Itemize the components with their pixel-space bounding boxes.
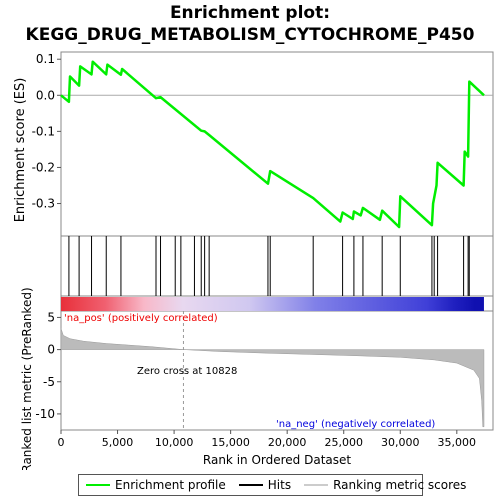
x-tick-label: 25,000 [324,436,363,449]
ranking-axis-label: Ranked list metric (PreRanked) [20,287,34,470]
x-tick-label: 5,000 [102,436,134,449]
es-tick-label: -0.1 [32,124,55,138]
es-tick-label: 0.0 [36,88,55,102]
legend-label: Ranking metric scores [333,478,467,492]
legend-item-hits: Hits [238,478,292,492]
x-axis-label: Rank in Ordered Dataset [203,453,351,467]
x-tick-label: 10,000 [155,436,194,449]
green-line-icon [86,484,110,486]
black-line-icon [238,484,263,486]
ranking-area [60,328,485,428]
gray-line-icon [304,484,329,486]
heatmap-bar [61,297,484,311]
ranking-tick-label: 0 [47,343,55,357]
es-tick-label: 0.1 [36,52,55,66]
enrichment-profile-group [60,60,485,229]
ranking-panel-frame [60,310,494,431]
hits-panel-frame [60,235,494,297]
x-tick-label: 15,000 [211,436,250,449]
neg-correlated-label: 'na_neg' (negatively correlated) [276,419,435,430]
es-tick-label: -0.3 [32,197,55,211]
x-tick-label: 35,000 [438,436,477,449]
legend-label: Enrichment profile [115,478,226,492]
hits-group [68,236,470,296]
ranking-tick-label: 5 [47,310,55,324]
ranking-axis: 5 0 -5 -10 [35,310,61,421]
pos-correlated-label: 'na_pos' (positively correlated) [64,313,218,324]
x-tick-label: 20,000 [268,436,307,449]
legend-item-enrichment: Enrichment profile [86,478,226,492]
es-tick-label: -0.2 [32,160,55,174]
legend-label: Hits [267,478,292,492]
es-axis-label: Enrichment score (ES) [13,78,28,223]
zero-cross-label: Zero cross at 10828 [137,366,237,377]
x-axis: 0 5,000 10,000 15,000 20,000 25,000 30,000 35,0… [58,430,477,449]
es-axis: 0.1 0.0 -0.1 -0.2 -0.3 [32,52,61,211]
x-tick-label: 0 [58,436,65,449]
heatmap-gradient [61,297,484,311]
enrichment-profile-line [60,60,485,229]
chart-title: Enrichment plot: [169,3,331,23]
ranking-tick-label: -5 [43,375,55,389]
chart-subtitle: KEGG_DRUG_METABOLISM_CYTOCHROME_P450 [25,25,475,45]
es-panel-frame [60,51,494,237]
ranking-tick-label: -10 [35,407,55,421]
x-tick-label: 30,000 [381,436,420,449]
legend-item-ranking: Ranking metric scores [304,478,466,492]
enrichment-chart: 0.1 0.0 -0.1 -0.2 -0.3 5 0 -5 -10 0 5,000 10,000 1… [13,51,494,470]
legend: Enrichment profile Hits Ranking metric s… [78,474,466,496]
ranking-metric-area [60,311,485,430]
